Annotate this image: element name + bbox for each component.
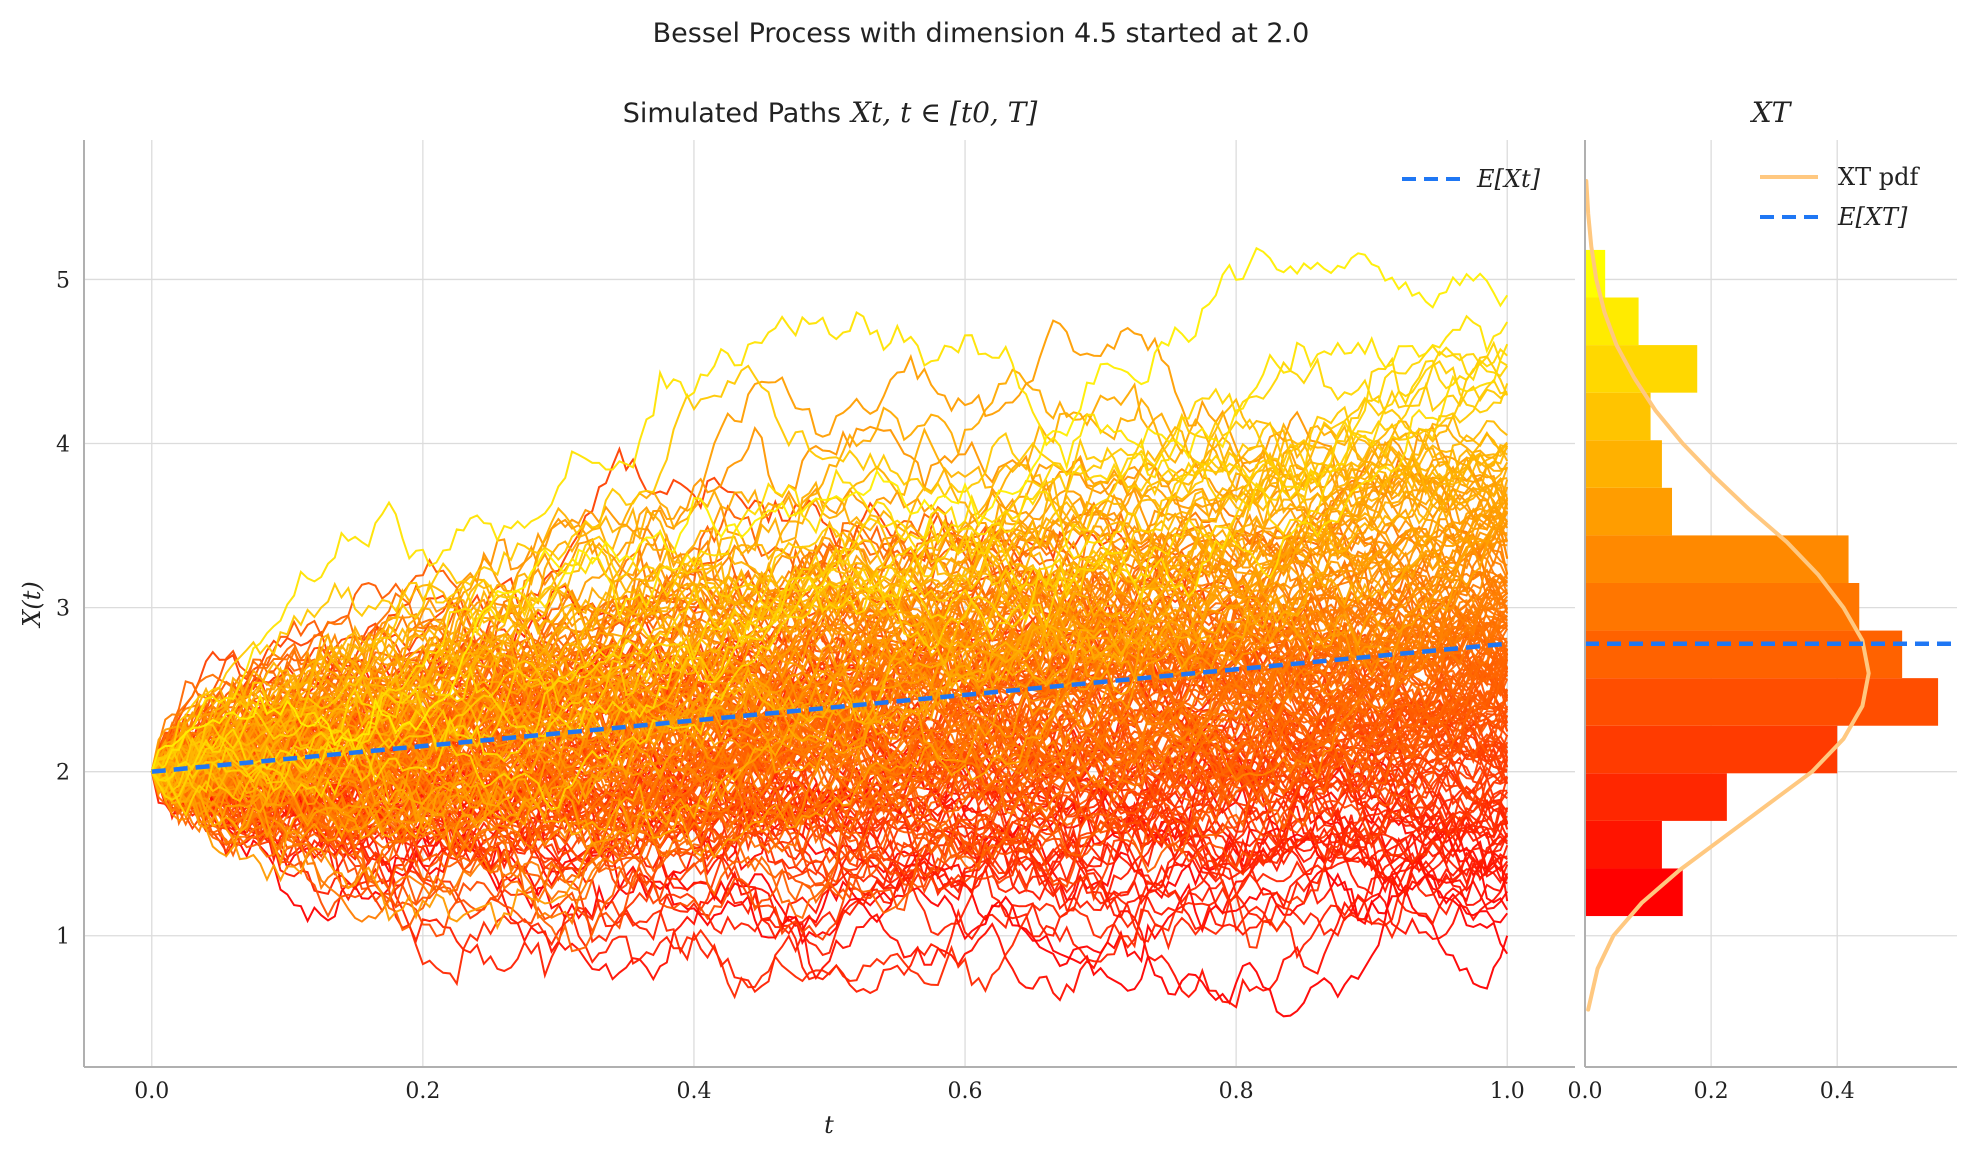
simulated-path: [150, 766, 1509, 1018]
x-tick-label: 0.8: [1219, 1079, 1254, 1104]
figure-suptitle: Bessel Process with dimension 4.5 starte…: [653, 18, 1310, 49]
side-x-tick-label: 0.4: [1820, 1079, 1855, 1104]
simulated-path: [150, 769, 1509, 922]
x-tick-label: 0.6: [948, 1079, 983, 1104]
x-tick-label: 1.0: [1490, 1079, 1525, 1104]
simulated-path: [151, 340, 1508, 817]
simulated-path: [151, 500, 1508, 773]
histogram-bar: [1585, 582, 1860, 631]
simulated-path: [151, 621, 1508, 886]
terminal-legend: XT pdf E[XT]: [1760, 163, 1920, 231]
legend-mean-label: E[Xt]: [1476, 165, 1541, 193]
simulated-path: [151, 498, 1508, 867]
paths-x-axis-label: t: [824, 1111, 834, 1139]
paths-series-group: [150, 246, 1509, 1018]
histogram-bar: [1585, 725, 1838, 774]
paths-title-math: Xt, t ∈ [t0, T]: [849, 96, 1037, 129]
simulated-path: [150, 319, 1509, 780]
simulated-path: [151, 570, 1509, 821]
simulated-path: [150, 440, 1508, 800]
terminal-pdf-group: [1584, 179, 1871, 1012]
histogram-bar: [1585, 630, 1903, 679]
simulated-path: [150, 465, 1508, 842]
paths-y-axis-label: X(t): [18, 581, 46, 628]
terminal-panel: 0.0 0.2 0.4 XT XT pdf E[XT]: [1568, 96, 1957, 1104]
paths-panel: 0.0 0.2 0.4 0.6 0.8 1.0 1 2 3 4 5 Simulated Paths…: [18, 96, 1575, 1139]
mean-line: [151, 641, 1508, 774]
histogram-bar: [1585, 392, 1651, 441]
legend-pdf-label: XT pdf: [1838, 163, 1920, 191]
terminal-panel-title: XT: [1750, 96, 1793, 129]
simulated-path: [150, 364, 1508, 773]
x-tick-label: 0.0: [134, 1079, 169, 1104]
mean-line-group: [151, 641, 1508, 774]
simulated-path: [151, 343, 1509, 782]
histogram-bar: [1585, 820, 1662, 869]
simulated-path: [151, 356, 1509, 811]
simulated-path: [150, 359, 1509, 773]
y-tick-label: 3: [56, 597, 70, 622]
paths-title-text: Simulated Paths: [623, 98, 841, 129]
simulated-path: [151, 311, 1509, 773]
simulated-path: [151, 480, 1508, 840]
y-tick-label: 5: [56, 268, 70, 293]
histogram-bar: [1585, 868, 1683, 917]
simulated-path: [150, 413, 1508, 805]
pdf-curve: [1584, 179, 1871, 1012]
paths-y-ticks: 1 2 3 4 5: [56, 268, 70, 949]
simulated-path: [150, 771, 1509, 994]
x-tick-label: 0.2: [405, 1079, 440, 1104]
y-tick-label: 2: [56, 761, 70, 786]
histogram-bar: [1585, 678, 1939, 726]
x-tick-label: 0.4: [676, 1079, 711, 1104]
terminal-x-ticks: 0.0 0.2 0.4: [1568, 1079, 1855, 1104]
simulated-path: [151, 478, 1509, 824]
simulated-path: [151, 503, 1509, 819]
paths-x-ticks: 0.0 0.2 0.4 0.6 0.8 1.0: [134, 1079, 1524, 1104]
histogram-bar: [1585, 535, 1849, 583]
histogram-bar: [1585, 487, 1673, 536]
simulated-path: [151, 498, 1509, 791]
y-tick-label: 4: [56, 433, 70, 458]
y-tick-label: 1: [56, 925, 70, 950]
histogram-bar: [1585, 773, 1727, 821]
simulated-path: [151, 522, 1509, 824]
histogram-bar: [1585, 440, 1662, 488]
histogram-bar: [1585, 345, 1698, 393]
simulated-path: [151, 463, 1508, 840]
simulated-path: [150, 246, 1509, 773]
simulated-path: [150, 587, 1508, 773]
side-x-tick-label: 0.0: [1568, 1079, 1603, 1104]
terminal-histogram: [1585, 249, 1939, 917]
legend-terminal-mean-label: E[XT]: [1837, 203, 1908, 231]
paths-legend: E[Xt]: [1402, 165, 1541, 193]
simulated-path: [151, 655, 1509, 894]
paths-panel-title: Simulated Paths Xt, t ∈ [t0, T]: [623, 96, 1038, 129]
simulated-path: [151, 378, 1508, 780]
side-x-tick-label: 0.2: [1694, 1079, 1729, 1104]
